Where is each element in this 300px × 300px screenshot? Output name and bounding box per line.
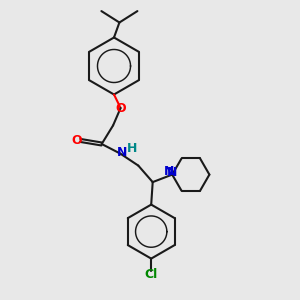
Text: N: N xyxy=(164,165,174,178)
Text: N: N xyxy=(117,146,127,159)
Text: Cl: Cl xyxy=(145,268,158,281)
Text: O: O xyxy=(71,134,82,147)
Text: N: N xyxy=(167,166,177,179)
Text: O: O xyxy=(115,101,126,115)
Text: H: H xyxy=(127,142,137,155)
